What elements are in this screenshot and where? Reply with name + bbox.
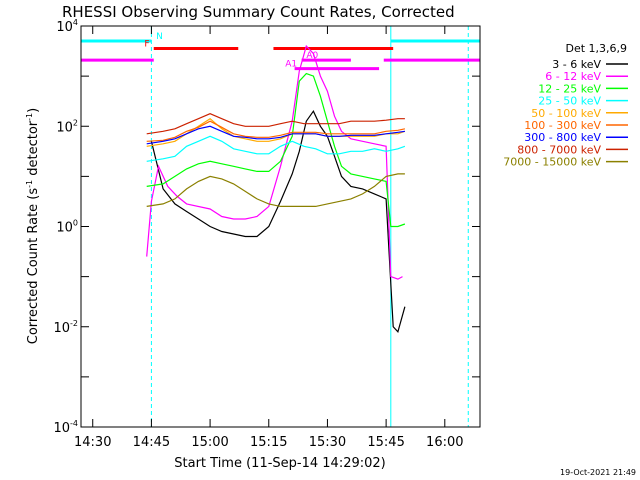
x-tick-label-1: 14:45 bbox=[133, 435, 170, 450]
series-line-5 bbox=[146, 120, 406, 142]
y-axis-label: Corrected Count Rate (s-1 detector-1) bbox=[25, 108, 41, 344]
status-label-A0: A0 bbox=[306, 51, 318, 61]
chart-title: RHESSI Observing Summary Count Rates, Co… bbox=[62, 3, 455, 21]
status-label-N: N bbox=[156, 32, 163, 42]
series-line-8 bbox=[146, 173, 405, 207]
y-tick-label-0: 104 bbox=[56, 18, 78, 35]
y-tick-label-2: 100 bbox=[56, 219, 78, 236]
y-tick-label-3: 10-2 bbox=[53, 319, 78, 336]
legend-label-1: 6 - 12 keV bbox=[545, 70, 601, 83]
legend-label-3: 25 - 50 keV bbox=[538, 95, 601, 108]
x-axis-ticks: 14:30 14:45 15:00 15:15 15:30 15:45 16:00 bbox=[74, 26, 464, 450]
x-tick-label-0: 14:30 bbox=[74, 435, 111, 450]
plot-frame bbox=[80, 25, 481, 428]
x-tick-label-2: 15:00 bbox=[191, 435, 228, 450]
series-line-0 bbox=[150, 110, 406, 333]
series-line-7 bbox=[146, 113, 405, 135]
legend-label-5: 100 - 300 keV bbox=[524, 119, 601, 132]
status-bars: NF A0 A1 bbox=[81, 32, 480, 71]
x-tick-label-5: 15:45 bbox=[367, 435, 404, 450]
series-lines bbox=[146, 44, 406, 333]
series-line-6 bbox=[146, 125, 405, 145]
x-tick-label-6: 16:00 bbox=[426, 435, 463, 450]
legend-label-0: 3 - 6 keV bbox=[552, 58, 601, 71]
series-line-1 bbox=[146, 44, 403, 280]
y-tick-label-1: 102 bbox=[56, 118, 78, 135]
legend-label-4: 50 - 100 keV bbox=[531, 107, 601, 120]
legend-label-6: 300 - 800 keV bbox=[524, 131, 601, 144]
series-line-3 bbox=[146, 135, 406, 162]
y-tick-label-4: 10-4 bbox=[53, 419, 78, 436]
y-axis-ticks: 104 102 100 10-2 10-4 bbox=[53, 18, 480, 436]
series-line-2 bbox=[146, 72, 406, 228]
legend-label-8: 7000 - 15000 keV bbox=[503, 156, 601, 169]
x-tick-label-3: 15:15 bbox=[250, 435, 287, 450]
x-tick-label-4: 15:30 bbox=[309, 435, 346, 450]
x-axis-label: Start Time (11-Sep-14 14:29:02) bbox=[174, 456, 385, 471]
status-label-F: F bbox=[144, 40, 149, 50]
reference-lines bbox=[80, 26, 469, 427]
legend-label-2: 12 - 25 keV bbox=[538, 82, 601, 95]
legend-title: Det 1,3,6,9 bbox=[565, 42, 627, 55]
status-label-A1: A1 bbox=[285, 60, 297, 70]
timestamp: 19-Oct-2021 21:49 bbox=[560, 468, 636, 477]
legend-label-7: 800 - 7000 keV bbox=[517, 143, 601, 156]
